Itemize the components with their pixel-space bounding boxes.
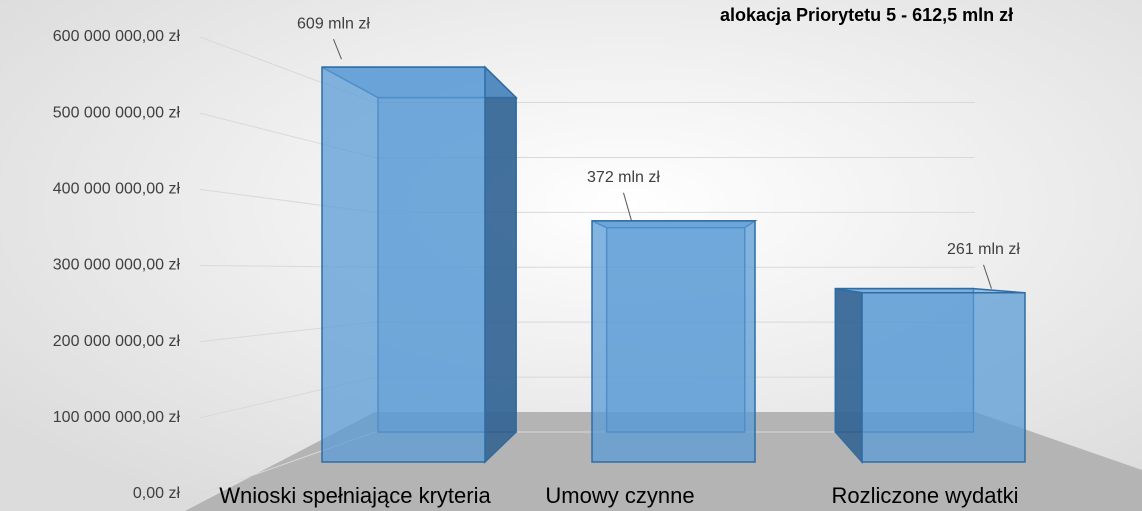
- x-tick-label: Rozliczone wydatki: [831, 483, 1018, 508]
- leader-line: [983, 264, 992, 289]
- leader-line: [333, 38, 342, 60]
- x-tick-label: Umowy czynne: [545, 483, 694, 508]
- bar-side: [484, 65, 517, 464]
- value-label: 609 mln zł: [297, 15, 370, 32]
- y-tick-label: 400 000 000,00 zł: [53, 181, 181, 198]
- annotation: alokacja Priorytetu 5 - 612,5 mln zł: [720, 5, 1013, 25]
- bar-front: [861, 292, 1026, 463]
- x-tick-label: Wnioski spełniające kryteria: [219, 483, 491, 508]
- value-label: 261 mln zł: [947, 241, 1020, 258]
- y-tick-label: 200 000 000,00 zł: [53, 333, 181, 350]
- bar-front: [591, 220, 756, 463]
- y-tick-label: 600 000 000,00 zł: [53, 28, 181, 45]
- bar-front: [321, 66, 486, 463]
- bar-side: [834, 287, 863, 464]
- y-tick-label: 100 000 000,00 zł: [53, 409, 181, 426]
- y-tick-label: 0,00 zł: [133, 485, 181, 502]
- y-tick-label: 500 000 000,00 zł: [53, 104, 181, 121]
- y-tick-label: 300 000 000,00 zł: [53, 257, 181, 274]
- leader-line: [623, 192, 632, 221]
- value-label: 372 mln zł: [587, 169, 660, 186]
